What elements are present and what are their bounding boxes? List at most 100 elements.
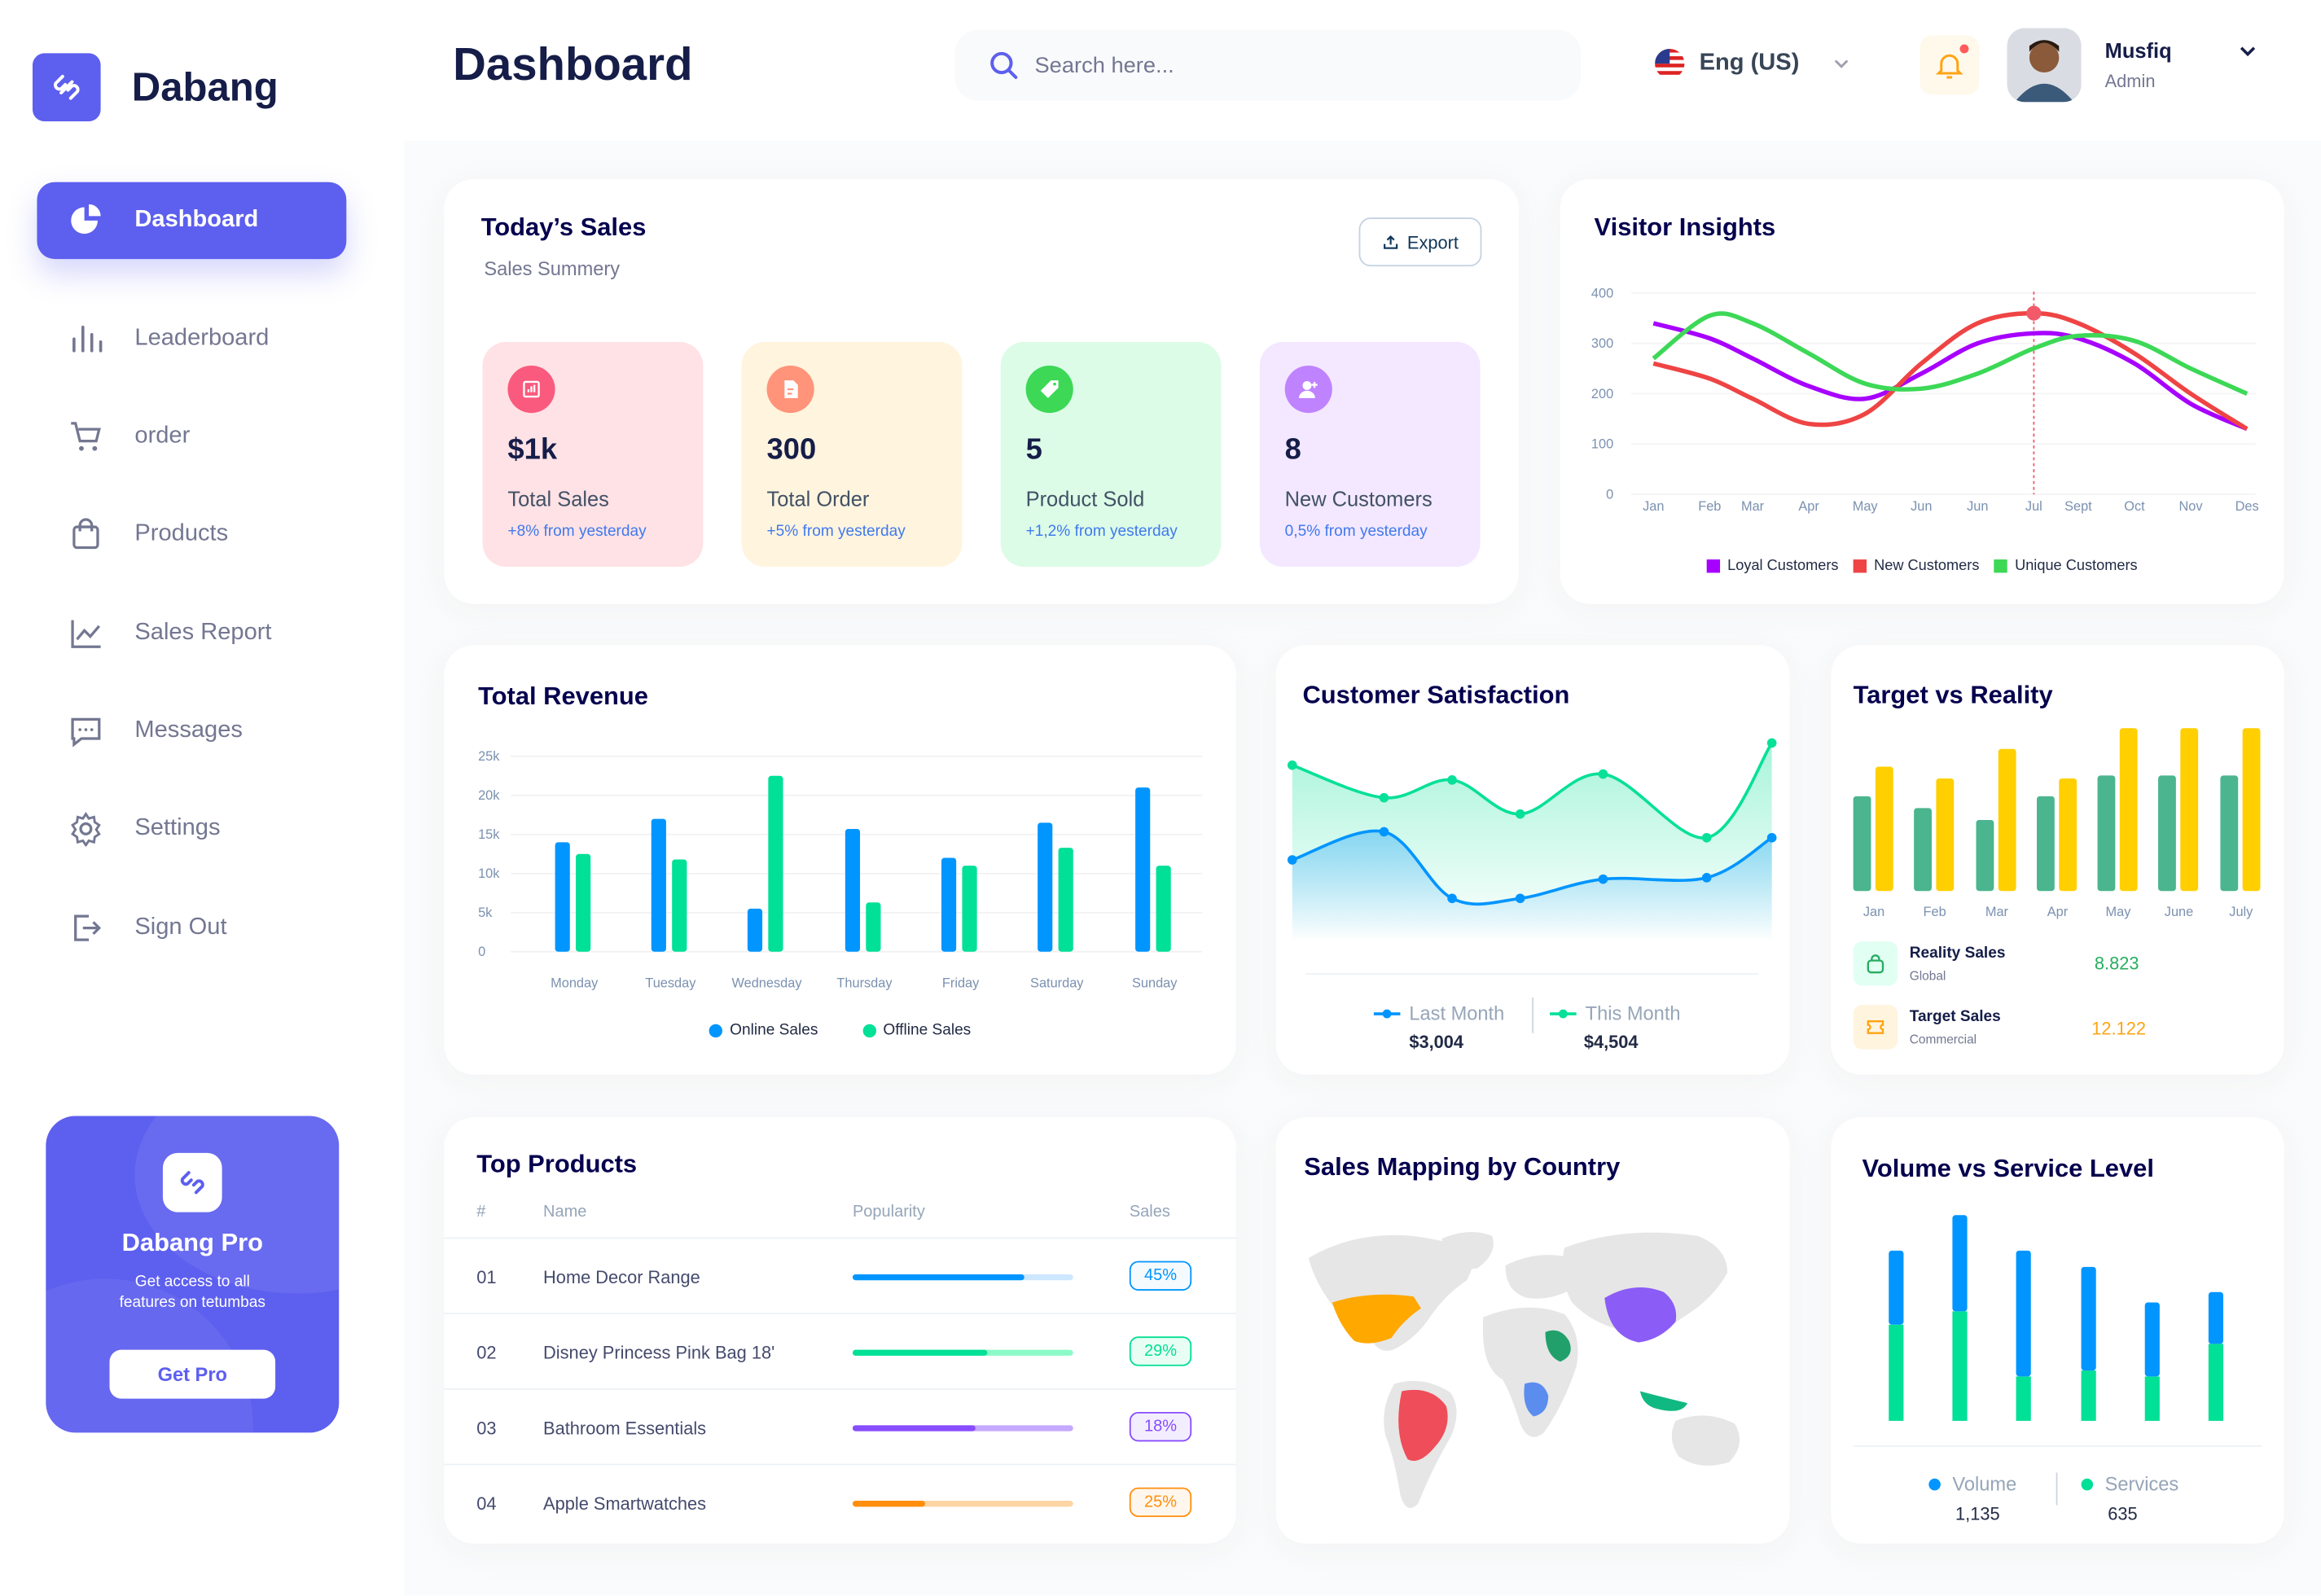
bar-volume[interactable] xyxy=(2081,1266,2096,1371)
bar-reality-sales[interactable] xyxy=(2097,775,2116,892)
sidebar-item-settings[interactable]: Settings xyxy=(37,791,346,868)
stat-card-total-order[interactable]: 300 Total Order +5% from yesterday xyxy=(741,341,963,568)
bar-services[interactable] xyxy=(2144,1376,2160,1421)
table-row[interactable]: 03 Bathroom Essentials 18% xyxy=(444,1388,1236,1464)
asia-shape xyxy=(1562,1232,1728,1335)
sidebar-item-leaderboard[interactable]: Leaderboard xyxy=(37,300,346,378)
data-point[interactable] xyxy=(1598,874,1608,884)
bar-offline-sales[interactable] xyxy=(672,859,687,952)
bar-target-sales[interactable] xyxy=(2059,778,2077,892)
world-map xyxy=(1308,1232,1740,1508)
legend-dot xyxy=(862,1023,876,1037)
data-point[interactable] xyxy=(1701,873,1712,883)
bar-volume[interactable] xyxy=(2208,1291,2224,1344)
user-name: Musfiq xyxy=(2104,38,2172,63)
bar-offline-sales[interactable] xyxy=(768,775,783,952)
bar-reality-sales[interactable] xyxy=(1853,796,1871,892)
bar-offline-sales[interactable] xyxy=(1058,848,1073,952)
bar-target-sales[interactable] xyxy=(2119,728,2138,892)
bar-offline-sales[interactable] xyxy=(962,866,977,952)
data-point[interactable] xyxy=(1598,769,1608,779)
services-total: 635 xyxy=(2108,1503,2138,1525)
bar-target-sales[interactable] xyxy=(2180,728,2199,892)
highlight-point[interactable] xyxy=(2026,305,2042,321)
customer-satisfaction-chart xyxy=(1287,738,1777,975)
notifications-button[interactable] xyxy=(1920,35,1980,95)
data-point[interactable] xyxy=(1515,809,1525,819)
bar-online-sales[interactable] xyxy=(747,908,763,952)
bar-services[interactable] xyxy=(1952,1311,1968,1421)
sidebar-item-order[interactable]: order xyxy=(37,398,346,476)
bar-reality-sales[interactable] xyxy=(1914,808,1932,892)
this-month-marker-icon xyxy=(1550,1008,1577,1018)
data-point[interactable] xyxy=(1379,826,1389,837)
reality-sales-value: 8.823 xyxy=(2094,953,2139,974)
data-point[interactable] xyxy=(1766,738,1777,748)
bar-online-sales[interactable] xyxy=(1038,822,1053,952)
table-row[interactable]: 04 Apple Smartwatches 25% xyxy=(444,1463,1236,1540)
data-point[interactable] xyxy=(1766,832,1777,843)
sidebar-item-sales-report[interactable]: Sales Report xyxy=(37,595,346,673)
bar-reality-sales[interactable] xyxy=(1976,819,1994,892)
bar-online-sales[interactable] xyxy=(941,857,957,952)
australia-shape xyxy=(1671,1415,1740,1466)
export-button[interactable]: Export xyxy=(1358,217,1482,267)
x-tick-label: Saturday xyxy=(1030,976,1084,990)
bar-online-sales[interactable] xyxy=(555,842,570,952)
legend-last-month: Last Month xyxy=(1373,1002,1504,1024)
bar-reality-sales[interactable] xyxy=(2037,796,2055,892)
sidebar-item-messages[interactable]: Messages xyxy=(37,693,346,770)
get-pro-button[interactable]: Get Pro xyxy=(109,1349,276,1399)
series-line-new-customers xyxy=(1652,310,2249,432)
bar-volume[interactable] xyxy=(2144,1302,2160,1377)
data-point[interactable] xyxy=(1447,775,1457,785)
bar-volume[interactable] xyxy=(1889,1250,1904,1325)
bar-target-sales[interactable] xyxy=(1936,778,1955,892)
bar-services[interactable] xyxy=(2016,1376,2031,1421)
bar-offline-sales[interactable] xyxy=(576,853,591,952)
popularity-bar xyxy=(852,1425,1073,1432)
sign-out-icon xyxy=(37,910,134,946)
data-point[interactable] xyxy=(1287,760,1297,770)
data-point[interactable] xyxy=(1447,893,1457,904)
bar-online-sales[interactable] xyxy=(1135,787,1151,952)
bar-online-sales[interactable] xyxy=(651,818,666,952)
table-row[interactable]: 01 Home Decor Range 45% xyxy=(444,1237,1236,1313)
bar-offline-sales[interactable] xyxy=(1156,866,1171,952)
avatar[interactable] xyxy=(2007,28,2082,103)
sidebar-item-sign-out[interactable]: Sign Out xyxy=(37,889,346,967)
search-input[interactable]: Search here... xyxy=(954,29,1582,101)
user-menu-chevron-icon[interactable] xyxy=(2238,42,2257,61)
data-point[interactable] xyxy=(1701,832,1712,843)
tag-icon xyxy=(1025,365,1073,414)
stat-label: Product Sold xyxy=(1025,486,1145,511)
language-selector[interactable]: Eng (US) xyxy=(1655,48,1849,79)
sidebar-item-dashboard[interactable]: Dashboard xyxy=(37,182,347,260)
bar-volume[interactable] xyxy=(2016,1250,2031,1377)
bar-target-sales[interactable] xyxy=(2242,728,2261,892)
table-row[interactable]: 02 Disney Princess Pink Bag 18' 29% xyxy=(444,1313,1236,1388)
volume-service-chart xyxy=(1853,1215,2262,1447)
bar-target-sales[interactable] xyxy=(1875,766,1893,892)
data-point[interactable] xyxy=(1515,893,1525,904)
bar-services[interactable] xyxy=(1889,1324,1904,1421)
stat-card-new-customers[interactable]: 8 New Customers 0,5% from yesterday xyxy=(1259,341,1481,568)
bar-online-sales[interactable] xyxy=(845,829,861,952)
sidebar-item-products[interactable]: Products xyxy=(37,496,346,573)
export-icon xyxy=(1383,235,1397,249)
data-point[interactable] xyxy=(1287,855,1297,865)
y-tick-label: 0 xyxy=(1606,488,1613,502)
shopping-bag-icon xyxy=(1853,940,1898,986)
bar-target-sales[interactable] xyxy=(1998,748,2016,892)
bar-volume[interactable] xyxy=(1952,1215,1968,1312)
bar-offline-sales[interactable] xyxy=(866,902,881,952)
logo-icon[interactable] xyxy=(32,53,101,122)
stat-card-total-sales[interactable]: $1k Total Sales +8% from yesterday xyxy=(482,341,704,568)
bar-reality-sales[interactable] xyxy=(2158,775,2176,892)
bar-services[interactable] xyxy=(2081,1370,2096,1421)
x-tick-label: Tuesday xyxy=(645,976,696,990)
bar-services[interactable] xyxy=(2208,1344,2224,1421)
bar-reality-sales[interactable] xyxy=(2220,775,2239,892)
data-point[interactable] xyxy=(1379,792,1389,803)
stat-card-product-sold[interactable]: 5 Product Sold +1,2% from yesterday xyxy=(1000,341,1222,568)
